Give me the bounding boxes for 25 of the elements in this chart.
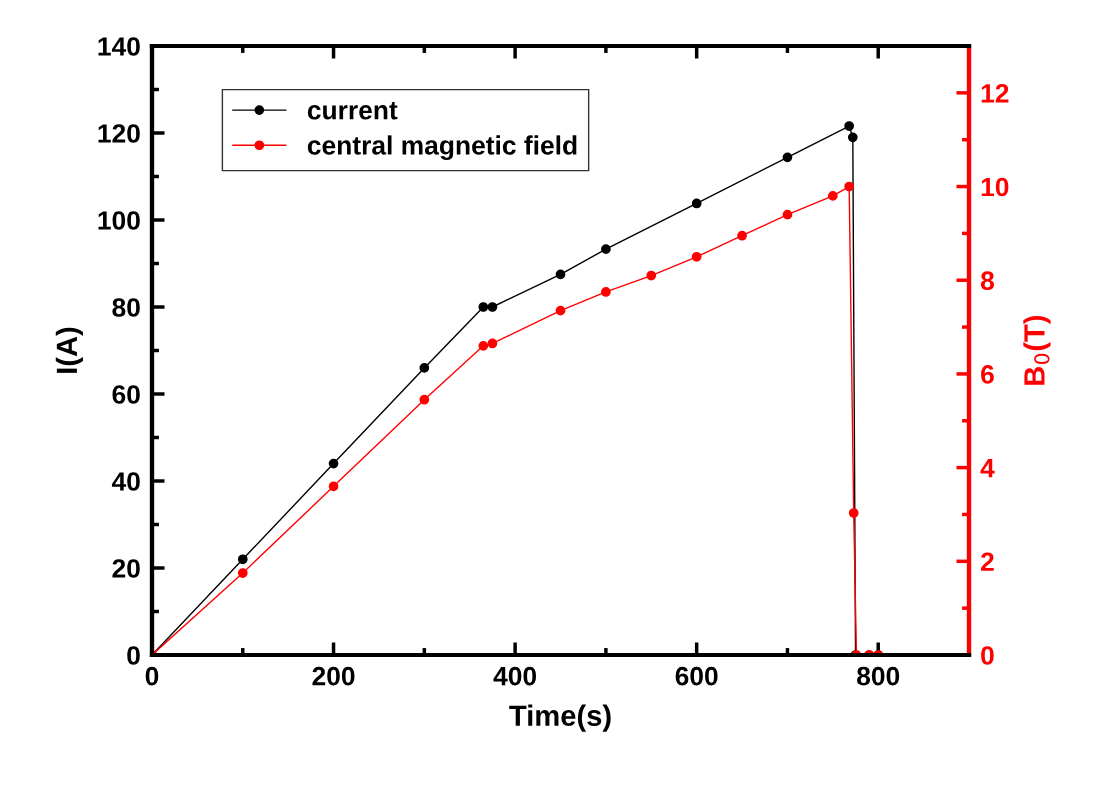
y-tick-label: 140 xyxy=(98,37,140,56)
y2-tick-label: 2 xyxy=(981,552,994,571)
y2-axis-title: B$_{0}$(T) xyxy=(1023,315,1051,385)
legend-label: central magnetic field xyxy=(307,135,577,161)
x-axis-title: Time(s) xyxy=(509,704,611,732)
y-tick-label: 40 xyxy=(111,472,140,491)
y2-tick-label: 12 xyxy=(981,83,1009,103)
y-tick-label: 120 xyxy=(98,124,140,143)
y2-tick-label: 6 xyxy=(981,365,994,384)
y-tick-label: 20 xyxy=(112,559,140,578)
y-axis-title: I(A) xyxy=(55,327,83,373)
x-tick-label: 600 xyxy=(675,666,718,686)
x-tick-label: 800 xyxy=(857,666,900,686)
y2-tick-label: 10 xyxy=(981,177,1009,197)
x-tick-label: 0 xyxy=(145,666,159,686)
y-tick-label: 60 xyxy=(112,385,140,404)
legend-label: current xyxy=(307,102,398,120)
y-tick-label: 100 xyxy=(98,211,140,230)
y2-tick-label: 8 xyxy=(980,271,994,291)
y2-tick-label: 0 xyxy=(981,646,994,665)
x-tick-label: 400 xyxy=(493,666,537,686)
x-tick-label: 200 xyxy=(312,666,355,686)
y-tick-label: 0 xyxy=(127,646,140,665)
y2-tick-label: 4 xyxy=(980,459,995,478)
y-tick-label: 80 xyxy=(112,298,140,317)
